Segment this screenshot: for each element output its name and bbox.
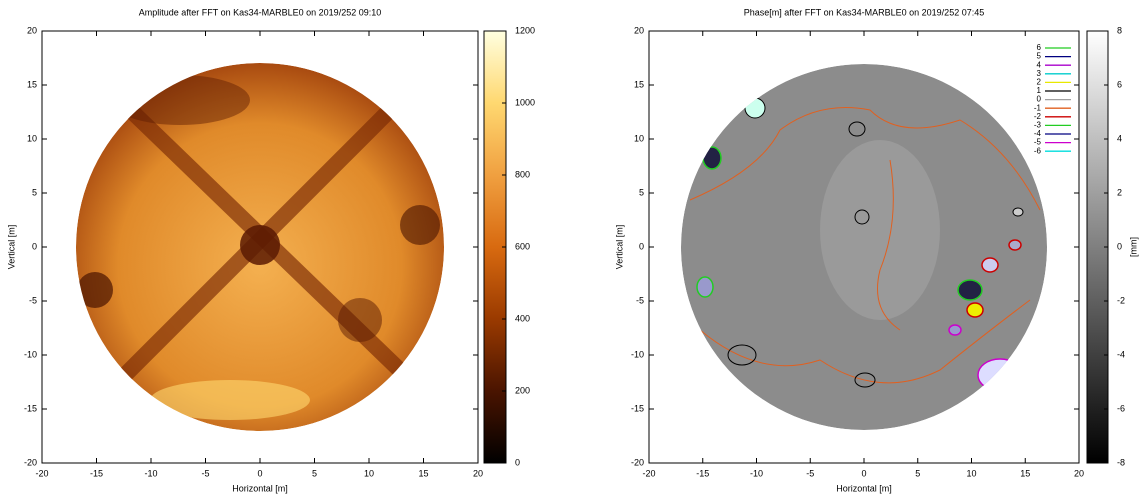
x-tick-label: -5 (806, 468, 814, 478)
y-tick-label: 5 (32, 187, 37, 197)
chart: Amplitude after FFT on Kas34-MARBLE0 on … (0, 0, 1141, 497)
y-tick-label: 0 (32, 241, 37, 251)
x-tick-label: 20 (473, 468, 483, 478)
chart-title: Amplitude after FFT on Kas34-MARBLE0 on … (139, 7, 381, 17)
colorbar-tick-label: 0 (515, 457, 520, 467)
colorbar-tick-label: -6 (1117, 403, 1125, 413)
y-tick-label: 15 (27, 79, 37, 89)
x-tick-label: -15 (90, 468, 103, 478)
colorbar-tick-label: 0 (1117, 241, 1122, 251)
chart-title: Phase[m] after FFT on Kas34-MARBLE0 on 2… (744, 7, 984, 17)
colorbar-tick-label: -2 (1117, 295, 1125, 305)
y-axis-label: Vertical [m] (6, 225, 16, 270)
y-tick-label: 10 (27, 133, 37, 143)
x-tick-label: 15 (418, 468, 428, 478)
colorbar-tick-label: 400 (515, 313, 530, 323)
x-tick-label: 5 (312, 468, 317, 478)
colorbar-tick-label: 600 (515, 241, 530, 251)
phase-map (681, 64, 1047, 430)
x-axis-label: Horizontal [m] (232, 483, 288, 493)
x-axis-label: Horizontal [m] (836, 483, 892, 493)
y-tick-label: -15 (631, 403, 644, 413)
legend-label: -6 (1034, 146, 1042, 155)
amplitude-map (76, 63, 444, 431)
colorbar-tick-label: 1200 (515, 25, 535, 35)
y-axis-label: Vertical [m] (614, 225, 624, 270)
x-tick-label: -20 (642, 468, 655, 478)
y-tick-label: 20 (27, 25, 37, 35)
x-tick-label: 5 (915, 468, 920, 478)
y-tick-label: 0 (639, 241, 644, 251)
y-tick-label: 15 (634, 79, 644, 89)
colorbar-tick-label: -8 (1117, 457, 1125, 467)
x-tick-label: -5 (201, 468, 209, 478)
colorbar-tick-label: 2 (1117, 187, 1122, 197)
y-tick-label: -20 (631, 457, 644, 467)
y-tick-label: -5 (636, 295, 644, 305)
y-tick-label: -10 (631, 349, 644, 359)
y-tick-label: -10 (24, 349, 37, 359)
page: {"chart_data": [ {"type": "heatmap", "ti… (0, 0, 1141, 497)
y-tick-label: -15 (24, 403, 37, 413)
colorbar-tick-label: 200 (515, 385, 530, 395)
colorbar-tick-label: 1000 (515, 97, 535, 107)
colorbar-tick-label: 8 (1117, 25, 1122, 35)
x-tick-label: -10 (144, 468, 157, 478)
y-tick-label: 5 (639, 187, 644, 197)
colorbar-tick-label: -4 (1117, 349, 1125, 359)
x-tick-label: 15 (1020, 468, 1030, 478)
x-tick-label: 20 (1074, 468, 1084, 478)
x-tick-label: -15 (696, 468, 709, 478)
colorbar-tick-label: 6 (1117, 79, 1122, 89)
y-tick-label: -20 (24, 457, 37, 467)
x-tick-label: 10 (364, 468, 374, 478)
y-tick-label: 10 (634, 133, 644, 143)
x-tick-label: 0 (861, 468, 866, 478)
colorbar-label: [mm] (1128, 237, 1138, 257)
colorbar-tick-label: 800 (515, 169, 530, 179)
x-tick-label: 0 (257, 468, 262, 478)
x-tick-label: -10 (750, 468, 763, 478)
x-tick-label: -20 (35, 468, 48, 478)
x-tick-label: 10 (966, 468, 976, 478)
y-tick-label: -5 (29, 295, 37, 305)
y-tick-label: 20 (634, 25, 644, 35)
colorbar-tick-label: 4 (1117, 133, 1122, 143)
